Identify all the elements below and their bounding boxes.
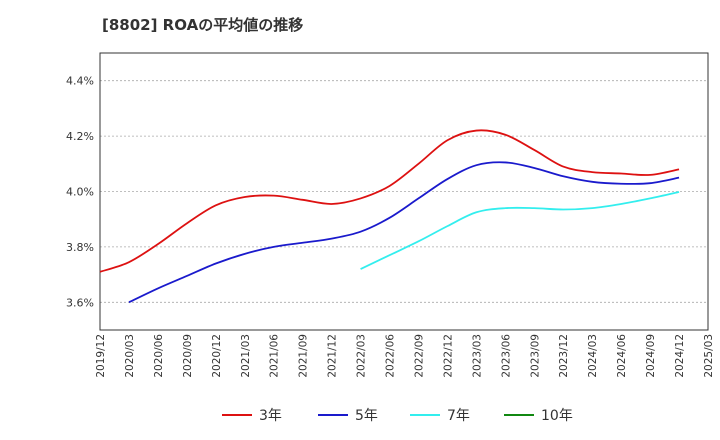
x-tick-label: 2021/06 (269, 334, 281, 378)
x-tick-label: 2022/06 (385, 334, 397, 378)
x-tick-label: 2022/12 (442, 334, 454, 378)
series-lines (99, 129, 680, 304)
x-tick-label: 2025/03 (703, 334, 715, 378)
y-tick-label: 4.0% (66, 186, 94, 199)
x-tick-label: 2022/09 (413, 334, 425, 378)
x-tick-label: 2024/03 (587, 334, 599, 378)
x-tick-label: 2023/03 (471, 334, 483, 378)
x-tick-label: 2023/12 (558, 334, 570, 378)
x-tick-label: 2024/09 (645, 334, 657, 378)
y-tick-label: 3.8% (66, 241, 94, 254)
legend: 3年 5年 7年 10年 (222, 408, 573, 424)
x-tick-label: 2022/03 (356, 334, 368, 378)
legend-label: 10年 (541, 408, 573, 424)
x-tick-label: 2020/03 (124, 334, 136, 378)
series-line-2 (360, 191, 680, 270)
grid-lines (100, 80, 708, 303)
plot-frame (99, 52, 709, 331)
x-tick-label: 2021/09 (298, 334, 310, 378)
x-tick-label: 2023/06 (500, 334, 512, 378)
x-tick-label: 2020/12 (211, 334, 223, 378)
y-tick-label: 4.2% (66, 130, 94, 143)
y-tick-label: 4.4% (66, 75, 94, 88)
x-tick-label: 2020/06 (153, 334, 165, 378)
x-tick-label: 2020/09 (182, 334, 194, 378)
x-tick-label: 2019/12 (95, 334, 107, 378)
legend-label: 5年 (355, 408, 378, 424)
series-line-1 (128, 161, 680, 304)
chart-title: [8802] ROAの平均値の推移 (102, 16, 304, 34)
x-tick-label: 2021/12 (327, 334, 339, 378)
x-tick-label: 2023/09 (529, 334, 541, 378)
legend-label: 3年 (259, 408, 282, 424)
series-line-0 (99, 129, 680, 273)
x-tick-label: 2021/03 (240, 334, 252, 378)
x-axis-ticks: 2019/12 2020/03 2020/06 2020/09 2020/12 2021/… (95, 334, 715, 378)
legend-label: 7年 (447, 408, 470, 424)
x-tick-label: 2024/06 (616, 334, 628, 378)
x-tick-label: 2024/12 (674, 334, 686, 378)
y-axis-ticks: 3.6% 3.8% 4.0% 4.2% 4.4% (66, 75, 94, 310)
y-tick-label: 3.6% (66, 296, 94, 309)
